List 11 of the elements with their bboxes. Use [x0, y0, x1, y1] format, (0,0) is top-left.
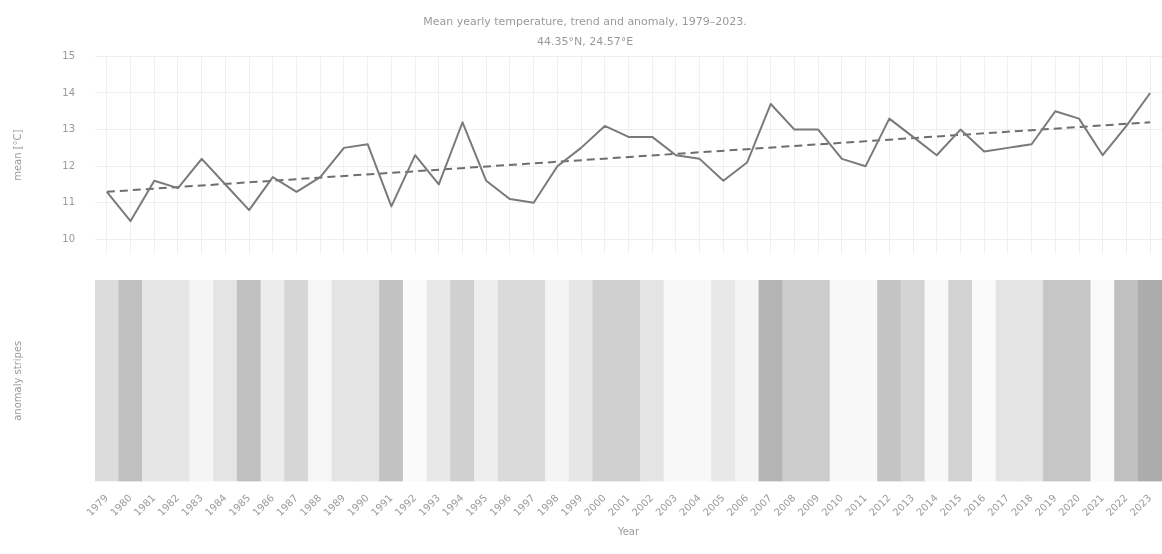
y-tick-label: 10	[62, 232, 75, 244]
y-tick-label: 13	[62, 123, 75, 135]
chart-subtitle: 44.35°N, 24.57°E	[536, 34, 634, 48]
y-tick-label: 11	[62, 196, 75, 208]
y-tick-label: 14	[62, 86, 75, 98]
y-tick-label: 15	[62, 49, 75, 61]
y-tick-label: 12	[62, 159, 75, 171]
y-axis-title: anomaly stripes	[11, 340, 23, 421]
y-axis-title: mean [°C]	[11, 129, 23, 181]
x-axis-title: Year	[616, 525, 640, 537]
chart-title: Mean yearly temperature, trend and anomaly, 1979–2023.	[423, 15, 747, 29]
